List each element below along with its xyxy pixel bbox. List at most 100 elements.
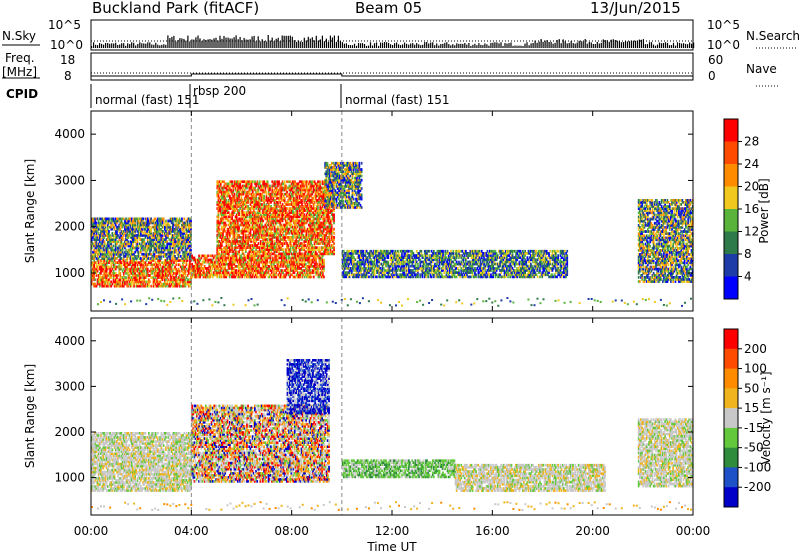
data-cell: [156, 284, 158, 288]
nsky-bar: [109, 43, 111, 48]
data-cell: [218, 271, 221, 275]
data-cell: [218, 269, 221, 272]
data-cell: [198, 260, 200, 264]
data-cell: [219, 254, 222, 258]
data-cell: [235, 217, 238, 221]
data-cell: [234, 242, 237, 245]
data-cell: [191, 267, 193, 270]
data-cell: [107, 238, 109, 241]
data-cell: [223, 207, 225, 210]
data-cell: [251, 227, 254, 231]
nsky-bar: [378, 45, 380, 48]
data-cell: [218, 229, 221, 233]
data-cell: [165, 278, 167, 282]
freq-tick-bottom: 8: [64, 69, 72, 83]
data-cell: [233, 192, 236, 196]
data-cell: [197, 267, 199, 270]
data-cell: [99, 282, 101, 286]
data-cell: [136, 276, 139, 279]
data-cell: [119, 240, 122, 244]
data-cell: [295, 262, 298, 266]
data-cell: [269, 273, 272, 277]
nsky-bar: [546, 40, 548, 48]
data-cell: [212, 262, 215, 266]
data-cell: [233, 223, 236, 227]
data-cell: [170, 252, 173, 256]
data-cell: [178, 232, 181, 235]
nsky-bar: [249, 39, 251, 48]
data-cell: [255, 258, 257, 262]
data-cell: [184, 227, 187, 231]
data-cell: [238, 211, 240, 214]
data-cell: [153, 234, 156, 237]
data-cell: [175, 263, 178, 267]
data-cell: [135, 257, 138, 260]
nsky-bar: [672, 42, 675, 48]
data-cell: [223, 194, 225, 198]
data-cell: [165, 282, 167, 286]
data-cell: [285, 273, 288, 277]
data-cell: [156, 221, 158, 225]
data-cell: [277, 269, 280, 272]
data-cell: [237, 275, 240, 279]
data-cell: [92, 230, 94, 233]
nsky-bar: [584, 39, 586, 48]
data-cell: [225, 217, 228, 221]
data-cell: [128, 232, 131, 235]
data-cell: [104, 225, 107, 229]
data-cell: [110, 259, 113, 262]
data-cell: [260, 269, 263, 272]
data-cell: [159, 242, 162, 246]
data-cell: [232, 196, 235, 200]
data-cell: [298, 275, 300, 279]
data-cell: [142, 240, 144, 244]
data-cell: [162, 225, 165, 229]
data-cell: [179, 232, 182, 235]
data-cell: [217, 242, 220, 245]
data-cell: [216, 233, 219, 237]
data-cell: [145, 272, 148, 275]
data-cell: [216, 265, 218, 268]
data-cell: [241, 213, 244, 217]
data-cell: [130, 234, 133, 237]
data-cell: [168, 242, 171, 246]
data-cell: [99, 234, 101, 237]
data-cell: [187, 242, 190, 246]
data-cell: [110, 255, 113, 258]
data-cell: [136, 217, 139, 221]
data-cell: [95, 274, 98, 277]
data-cell: [227, 203, 230, 206]
data-cell: [318, 258, 321, 262]
data-cell: [241, 244, 244, 247]
data-cell: [102, 219, 105, 223]
data-cell: [118, 278, 121, 282]
data-cell: [107, 248, 109, 252]
data-cell: [306, 258, 308, 262]
data-cell: [222, 256, 224, 260]
data-cell: [247, 246, 249, 249]
data-cell: [242, 265, 245, 268]
data-cell: [222, 252, 224, 256]
data-cell: [159, 227, 162, 231]
data-cell: [151, 225, 154, 229]
data-cell: [149, 250, 151, 254]
data-cell: [217, 246, 220, 249]
data-cell: [158, 284, 160, 288]
data-cell: [225, 190, 228, 194]
data-cell: [104, 246, 107, 250]
data-cell: [150, 232, 152, 235]
data-cell: [125, 267, 127, 271]
data-cell: [114, 234, 117, 237]
nsky-bar: [582, 41, 584, 48]
data-cell: [119, 282, 122, 286]
data-cell: [248, 231, 251, 235]
data-cell: [241, 275, 243, 279]
data-cell: [189, 244, 191, 248]
data-cell: [187, 236, 190, 239]
data-cell: [102, 280, 105, 284]
data-cell: [179, 278, 182, 282]
data-cell: [317, 271, 320, 275]
data-cell: [282, 256, 284, 260]
data-cell: [257, 258, 259, 262]
data-cell: [317, 267, 320, 270]
